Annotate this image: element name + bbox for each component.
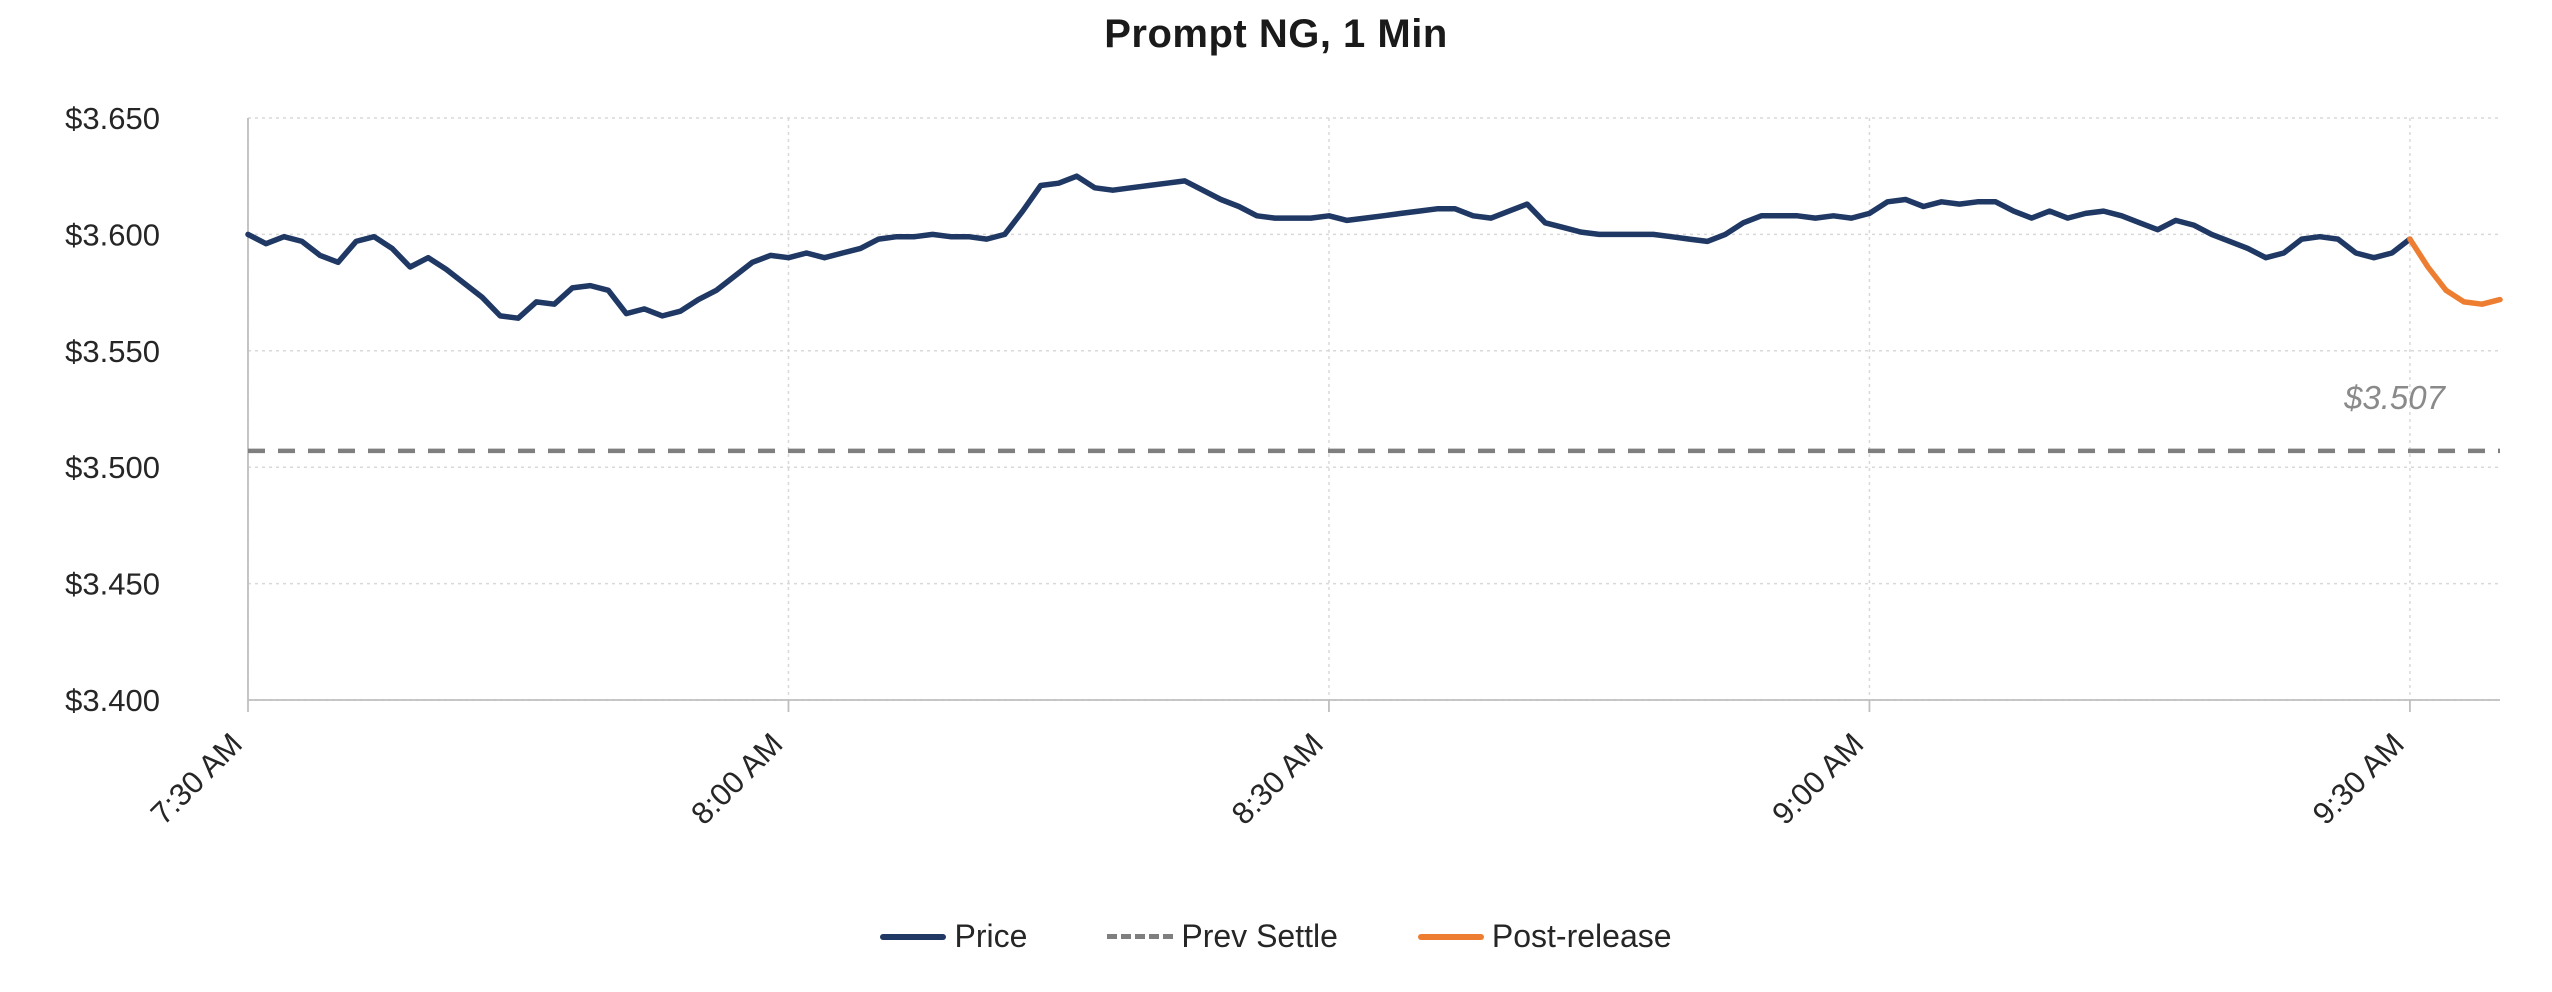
legend-item-price: Price xyxy=(880,918,1027,955)
prev-settle-line-swatch xyxy=(1107,934,1174,939)
legend-label-prev-settle: Prev Settle xyxy=(1181,918,1338,954)
y-axis-tick-label: $3.550 xyxy=(65,334,160,369)
price-line-swatch xyxy=(880,933,947,940)
legend-item-post-release: Post-release xyxy=(1417,918,1672,955)
x-axis-tick-label: 7:30 AM xyxy=(144,726,249,831)
y-axis-tick-label: $3.400 xyxy=(65,683,160,718)
legend-label-post-release: Post-release xyxy=(1491,918,1672,954)
x-axis-tick-label: 9:30 AM xyxy=(2306,726,2411,831)
series-line-price xyxy=(245,173,2413,321)
chart-legend: Price Prev Settle Post-release xyxy=(0,918,2552,955)
prev-settle-annotation: $3.507 xyxy=(2343,379,2447,416)
y-axis-tick-label: $3.450 xyxy=(65,567,160,602)
legend-item-prev-settle: Prev Settle xyxy=(1107,918,1338,955)
y-axis-tick-label: $3.650 xyxy=(65,101,160,136)
post-release-line-swatch xyxy=(1417,933,1484,940)
legend-label-price: Price xyxy=(954,918,1028,954)
x-axis-tick-label: 8:00 AM xyxy=(684,726,789,831)
x-axis-tick-label: 9:00 AM xyxy=(1765,726,1870,831)
chart-title: Prompt NG, 1 Min xyxy=(1104,12,1448,56)
y-axis-tick-label: $3.600 xyxy=(65,217,160,252)
x-axis-tick-label: 8:30 AM xyxy=(1225,726,1330,831)
y-axis-tick-label: $3.500 xyxy=(65,450,160,485)
series-line-post-release xyxy=(2407,236,2503,307)
